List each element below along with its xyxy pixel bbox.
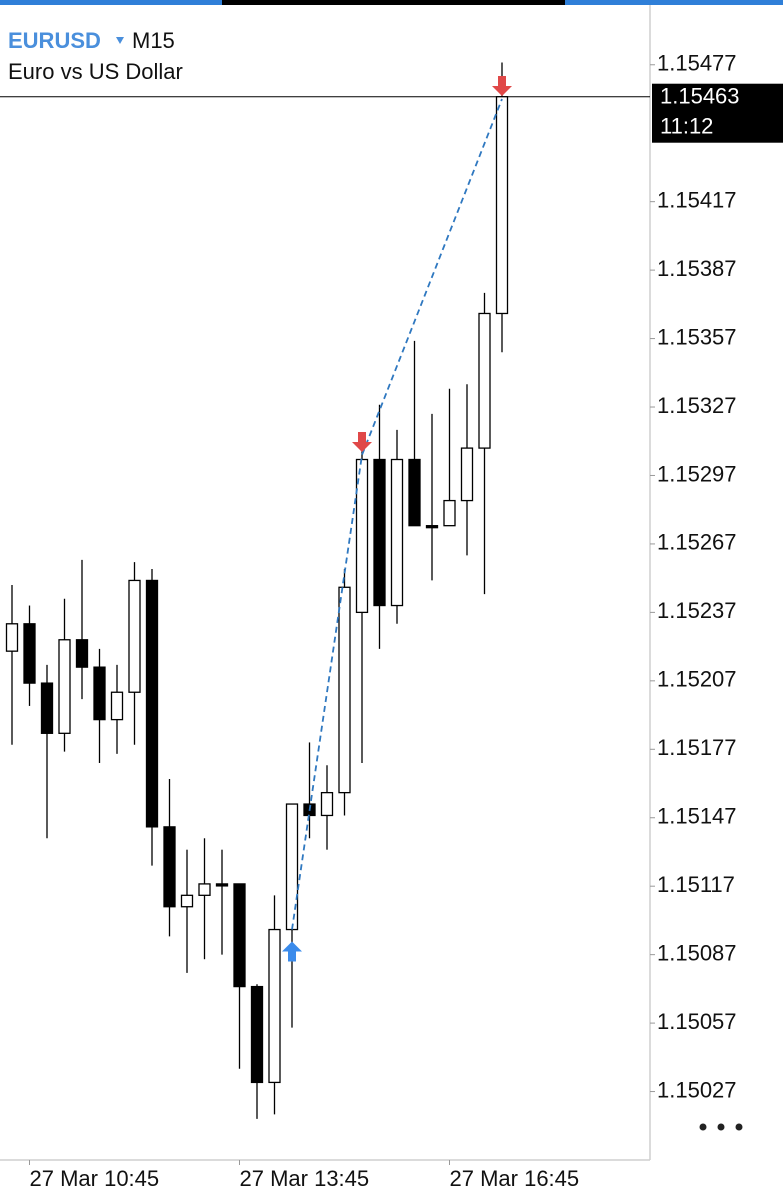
menu-dot[interactable] bbox=[717, 1123, 725, 1131]
y-tick-label: 1.15297 bbox=[657, 461, 737, 486]
menu-dot[interactable] bbox=[699, 1123, 707, 1131]
sell-arrow bbox=[352, 431, 372, 452]
y-tick-label: 1.15177 bbox=[657, 735, 737, 760]
candle-body bbox=[285, 803, 299, 931]
y-tick-label: 1.15207 bbox=[657, 667, 737, 692]
candle-body bbox=[215, 883, 229, 887]
y-tick-label: 1.15027 bbox=[657, 1077, 737, 1102]
candle-body bbox=[460, 447, 474, 502]
candle-body bbox=[250, 985, 264, 1084]
timeframe[interactable]: M15 bbox=[132, 28, 175, 53]
candle-body bbox=[268, 928, 281, 1084]
candle-body bbox=[128, 579, 141, 693]
x-tick-label: 27 Mar 13:45 bbox=[240, 1166, 370, 1191]
y-tick-label: 1.15057 bbox=[657, 1009, 737, 1034]
symbol-dropdown[interactable] bbox=[116, 37, 124, 44]
y-tick-label: 1.15087 bbox=[657, 940, 737, 965]
candle-body bbox=[233, 883, 246, 988]
current-price-box bbox=[652, 83, 783, 143]
buy-arrow bbox=[282, 941, 302, 962]
candle-body bbox=[198, 883, 211, 896]
y-tick-label: 1.15117 bbox=[657, 872, 735, 897]
candle-body bbox=[58, 639, 71, 734]
y-tick-label: 1.15477 bbox=[657, 51, 737, 76]
candle-body bbox=[93, 666, 106, 721]
menu-dot[interactable] bbox=[735, 1123, 743, 1131]
y-tick-label: 1.15327 bbox=[657, 393, 737, 418]
current-price-label: 1.15463 bbox=[660, 84, 740, 109]
candle-body bbox=[23, 623, 36, 684]
candle-body bbox=[338, 586, 351, 794]
x-tick-label: 27 Mar 16:45 bbox=[450, 1166, 580, 1191]
y-tick-label: 1.15417 bbox=[657, 187, 737, 212]
candle-body bbox=[443, 499, 456, 527]
candle-body bbox=[180, 894, 194, 908]
candle-body bbox=[408, 458, 421, 527]
candle-body bbox=[478, 312, 491, 449]
sell-arrow bbox=[492, 75, 512, 96]
symbol[interactable]: EURUSD bbox=[8, 28, 101, 53]
y-tick-label: 1.15147 bbox=[657, 804, 737, 829]
x-tick-label: 27 Mar 10:45 bbox=[30, 1166, 160, 1191]
y-tick-label: 1.15237 bbox=[657, 598, 737, 623]
candle-body bbox=[320, 791, 334, 817]
y-tick-label: 1.15357 bbox=[657, 324, 737, 349]
candle-body bbox=[40, 682, 54, 734]
candle-body bbox=[495, 96, 509, 315]
candle-body bbox=[75, 639, 89, 668]
bar-timer: 11:12 bbox=[660, 114, 713, 139]
candle-body bbox=[425, 525, 439, 529]
candle-body bbox=[390, 458, 404, 607]
chart-title: Euro vs US Dollar bbox=[8, 59, 183, 84]
candle-body bbox=[163, 826, 176, 908]
candle-body bbox=[145, 579, 159, 828]
y-tick-label: 1.15387 bbox=[657, 256, 737, 281]
trade-line bbox=[291, 98, 503, 930]
y-tick-label: 1.15267 bbox=[657, 530, 737, 555]
top-bar-notch bbox=[222, 0, 565, 5]
candle-body bbox=[5, 623, 19, 652]
candle-body bbox=[110, 691, 124, 721]
candle-body bbox=[373, 458, 386, 607]
